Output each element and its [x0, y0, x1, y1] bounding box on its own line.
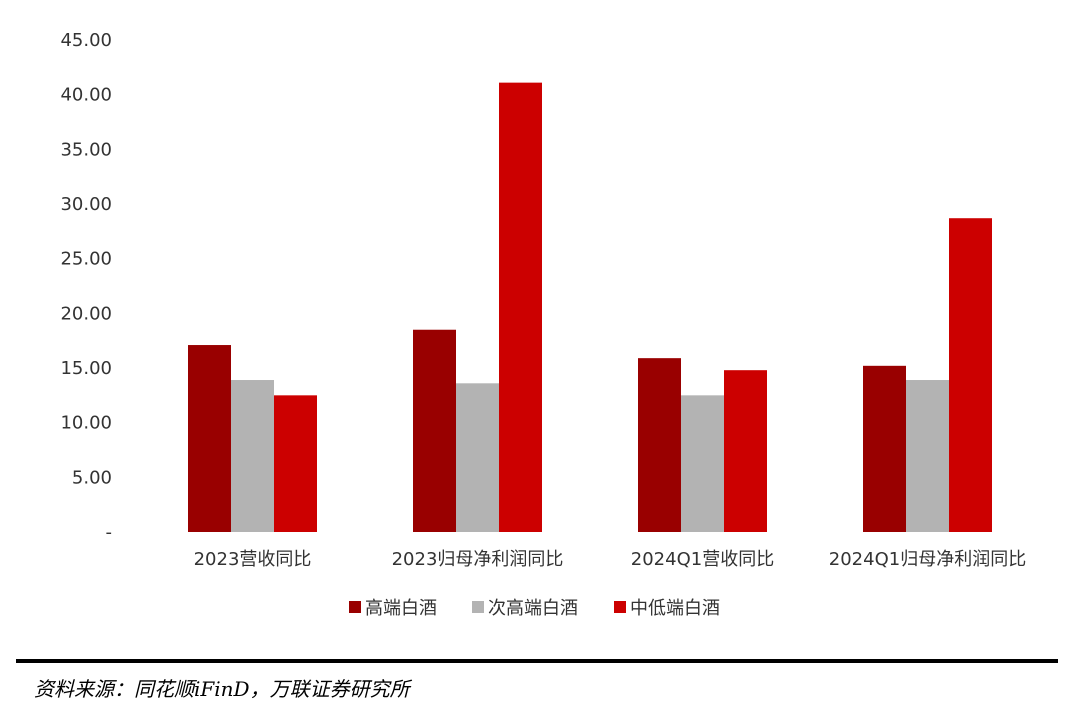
bar — [638, 358, 681, 532]
x-category-label: 2023归母净利润同比 — [392, 549, 564, 570]
y-tick-label: 45.00 — [60, 30, 112, 51]
y-tick-label: 35.00 — [60, 139, 112, 160]
bar — [413, 329, 456, 532]
bar-chart: - 5.00 10.00 15.00 20.00 25.00 30.00 35.00 40.00… — [60, 30, 1027, 619]
bar — [231, 380, 274, 532]
bar-group — [188, 82, 992, 533]
legend-swatch — [472, 601, 484, 613]
bar — [863, 365, 906, 532]
x-category-label: 2023营收同比 — [194, 549, 312, 570]
bar — [274, 395, 317, 532]
x-category-label: 2024Q1归母净利润同比 — [829, 549, 1026, 570]
bar — [906, 380, 949, 532]
y-tick-label: 15.00 — [60, 358, 112, 379]
bar — [949, 218, 992, 533]
legend-label: 次高端白酒 — [488, 598, 578, 619]
x-category-label: 2024Q1营收同比 — [631, 549, 774, 570]
bar — [499, 82, 542, 532]
x-axis-labels: 2023营收同比 2023归母净利润同比 2024Q1营收同比 2024Q1归母净利润… — [194, 549, 1027, 570]
bar — [724, 370, 767, 532]
legend: 高端白酒 次高端白酒 中低端白酒 — [349, 598, 720, 619]
y-tick-label: - — [106, 522, 113, 543]
source-divider — [16, 659, 1058, 663]
y-tick-label: 5.00 — [72, 467, 112, 488]
y-tick-label: 40.00 — [60, 85, 112, 106]
legend-label: 中低端白酒 — [630, 598, 720, 619]
legend-label: 高端白酒 — [365, 598, 437, 619]
legend-swatch — [349, 601, 361, 613]
bar — [188, 345, 231, 532]
source-note: 资料来源：同花顺iFinD，万联证券研究所 — [34, 677, 410, 701]
bar — [681, 395, 724, 532]
y-tick-label: 25.00 — [60, 249, 112, 270]
y-tick-label: 30.00 — [60, 194, 112, 215]
legend-swatch — [614, 601, 626, 613]
y-tick-label: 10.00 — [60, 413, 112, 434]
bar — [456, 383, 499, 532]
y-tick-label: 20.00 — [60, 303, 112, 324]
y-axis: - 5.00 10.00 15.00 20.00 25.00 30.00 35.00 40.00… — [60, 30, 112, 543]
